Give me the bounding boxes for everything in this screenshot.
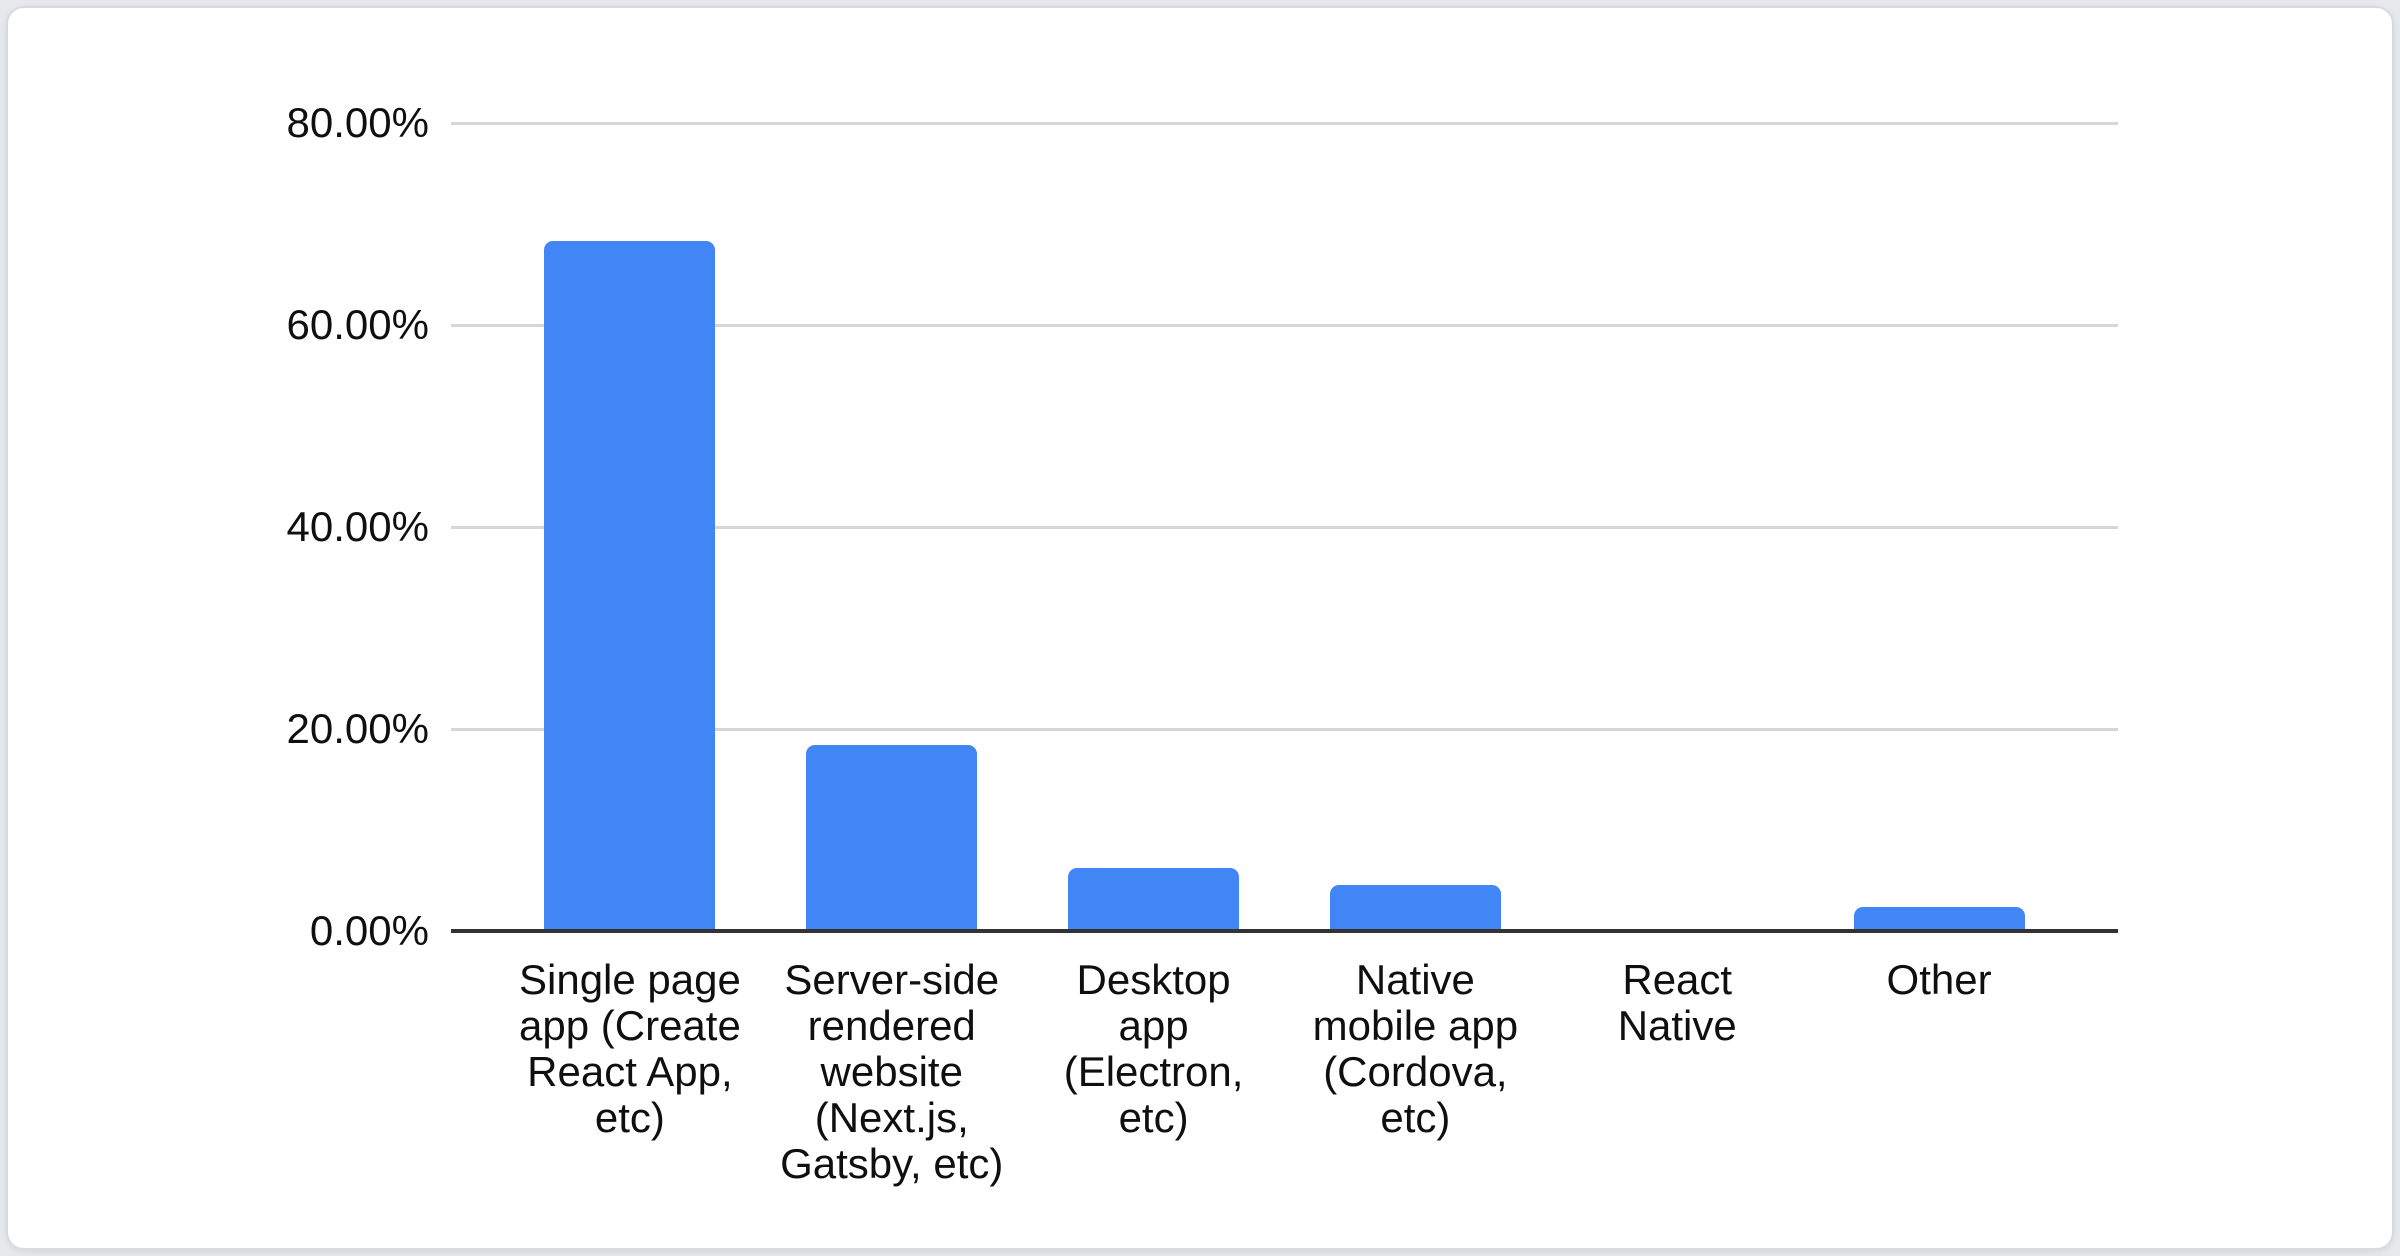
bar-column [499,123,761,931]
x-axis-category-label: Other [1886,956,1992,1003]
gridline [451,728,2118,731]
bar-6[interactable] [1853,906,2025,931]
y-axis-tick-label: 80.00% [286,99,429,146]
bar-series [499,123,2070,931]
gridline [451,526,2118,529]
x-axis-category-label: Single page app (Create React App, etc) [518,956,741,1141]
bar-column [1284,123,1546,931]
bar-column [1546,123,1808,931]
x-axis-baseline [451,929,2118,933]
x-axis-category-label: Server-side rendered website (Next.js, G… [780,956,1004,1187]
y-axis-tick-label: 20.00% [286,705,429,752]
bar-column [1023,123,1285,931]
gridline [451,324,2118,327]
x-axis-category-label: React Native [1617,956,1737,1049]
bar-4[interactable] [1329,884,1501,931]
y-axis-tick-labels: 80.00% 60.00% 40.00% 20.00% 0.00% [8,100,429,954]
y-axis-tick-label: 40.00% [286,503,429,550]
chart-plot-area [451,122,2118,933]
gridline [451,122,2118,125]
bar-1[interactable] [544,241,716,931]
y-axis-tick-label: 0.00% [309,907,429,954]
bar-3[interactable] [1068,868,1240,931]
y-axis-tick-label: 60.00% [286,301,429,348]
x-axis-category-label: Desktop app (Electron, etc) [1063,956,1244,1141]
x-axis-category-label: Native mobile app (Cordova, etc) [1312,956,1519,1141]
x-axis-category-labels: Single page app (Create React App, etc) S… [499,957,2070,1187]
bar-column [1808,123,2070,931]
bar-2[interactable] [806,745,978,931]
chart-card: 80.00% 60.00% 40.00% 20.00% 0.00% Single pag… [6,6,2394,1250]
bar-column [761,123,1023,931]
